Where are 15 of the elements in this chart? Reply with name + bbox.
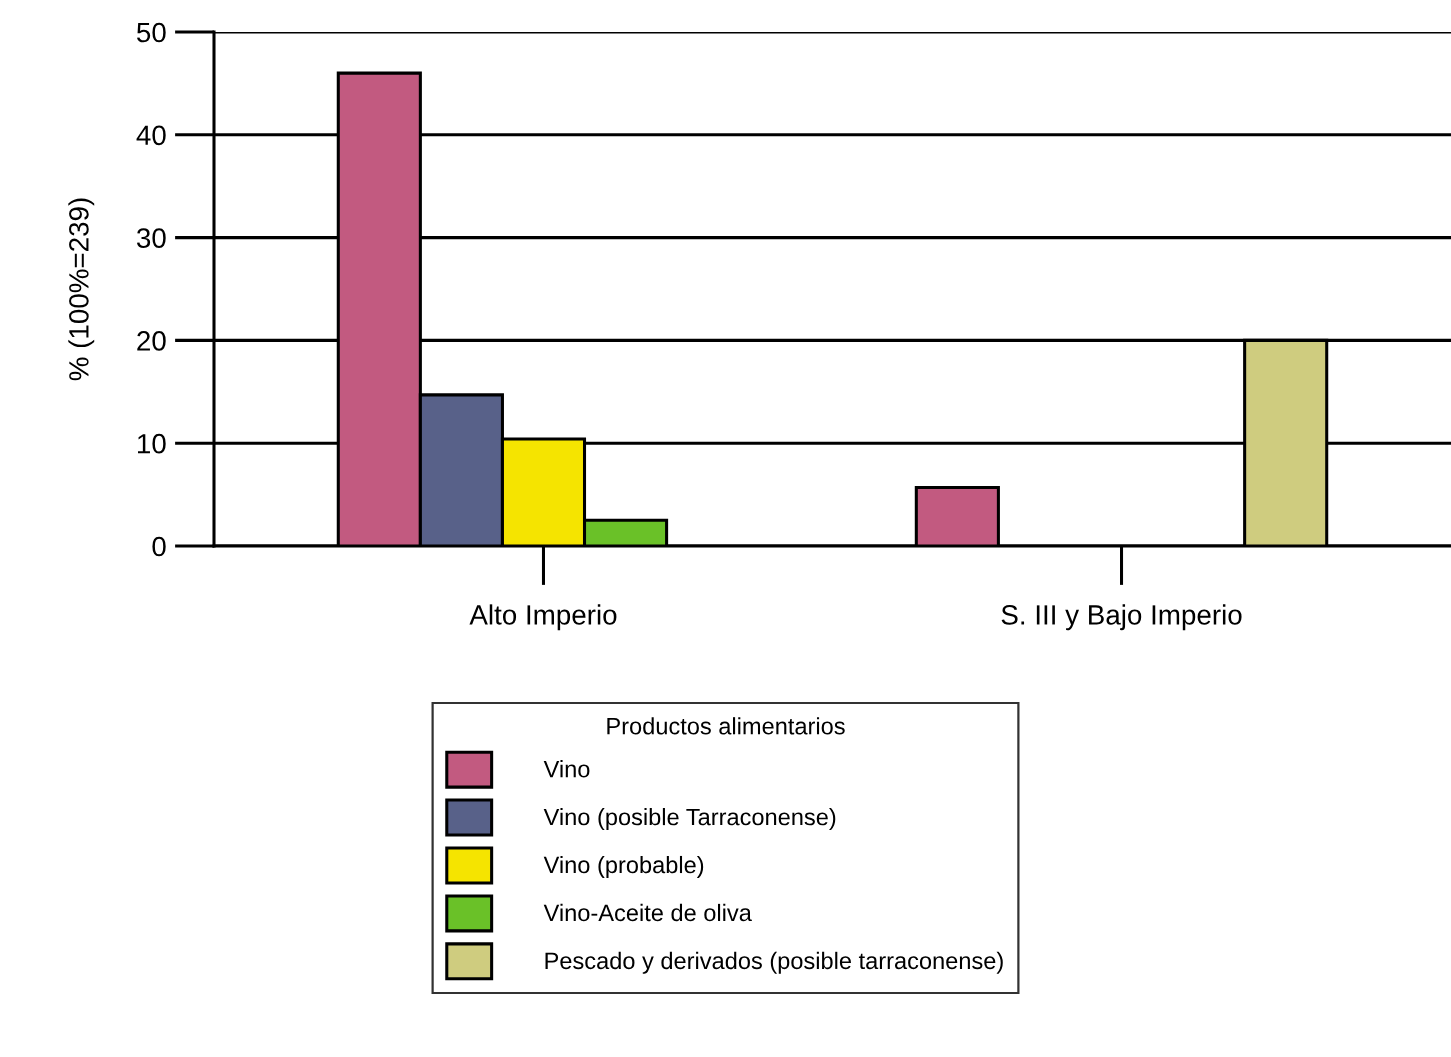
legend-label: Vino-Aceite de oliva xyxy=(543,903,752,922)
legend-label: Vino xyxy=(543,760,590,778)
legend-title: Productos alimentarios xyxy=(607,717,845,735)
y-tick-label: 30 xyxy=(136,228,166,248)
y-tick-label: 0 xyxy=(152,536,166,557)
y-axis-title: % (100%=239) xyxy=(68,198,95,381)
y-tick-label: 20 xyxy=(137,331,166,351)
y-tick-label: 40 xyxy=(136,125,166,146)
legend-label: Pescado y derivados (posible tarraconense) xyxy=(545,951,1003,974)
y-tick-label: 10 xyxy=(138,433,166,454)
legend-label: Vino (posible Tarraconense) xyxy=(543,808,836,831)
legend-label: Vino (probable) xyxy=(543,855,704,878)
y-tick-label: 50 xyxy=(136,22,166,43)
x-tick-label: Alto Imperio xyxy=(469,604,617,631)
x-tick-label: S. III y Bajo Imperio xyxy=(1001,604,1242,631)
